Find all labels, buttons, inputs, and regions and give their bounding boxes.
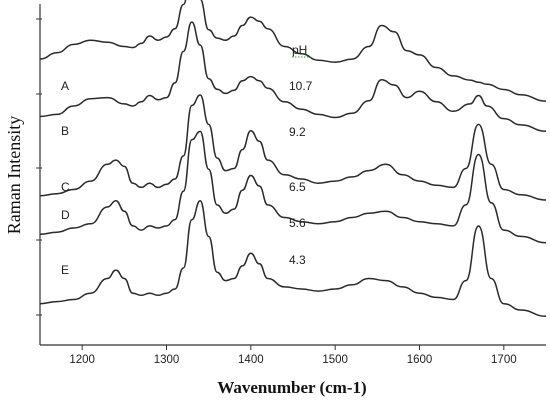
x-tick-label: 1400 [238, 354, 264, 366]
curve-labels: A 10.7 B 9.2 C 6.5 D 5.6 E 4.3 [61, 79, 313, 277]
spectrum-line-c [39, 94, 547, 201]
ph-value-label: 4.3 [289, 253, 306, 267]
y-axis-label: Raman Intensity [4, 116, 24, 234]
plot-area: 1200 1300 1400 1500 1600 1700 A 10.7 B 9.2 C 6.5 D 5… [36, 0, 547, 366]
x-axis-ticks: 1200 1300 1400 1500 1600 1700 [69, 345, 517, 366]
spectra-series [39, 0, 547, 318]
spectrum-line-a [39, 0, 547, 102]
spectrum-line-d [39, 130, 547, 244]
x-tick-label: 1700 [491, 354, 517, 366]
ph-value-label: 6.5 [289, 180, 306, 194]
curve-label-e: E [61, 263, 69, 277]
ph-legend-title: pH [292, 43, 307, 57]
spectrum-line-e [39, 200, 547, 318]
x-tick-label: 1600 [407, 354, 433, 366]
curve-label-c: C [61, 180, 70, 194]
x-tick-label: 1200 [69, 354, 95, 366]
x-tick-label: 1500 [322, 354, 348, 366]
x-tick-label: 1300 [154, 354, 180, 366]
x-axis-label: Wavenumber (cm-1) [217, 378, 366, 397]
ph-value-label: 5.6 [289, 216, 306, 230]
spectrum-line-b [39, 21, 547, 132]
curve-label-a: A [61, 79, 69, 93]
curve-label-b: B [61, 124, 69, 138]
curve-label-d: D [61, 208, 70, 222]
ph-value-label: 9.2 [289, 125, 306, 139]
y-axis-ticks [36, 18, 42, 316]
ph-value-label: 10.7 [289, 79, 313, 93]
